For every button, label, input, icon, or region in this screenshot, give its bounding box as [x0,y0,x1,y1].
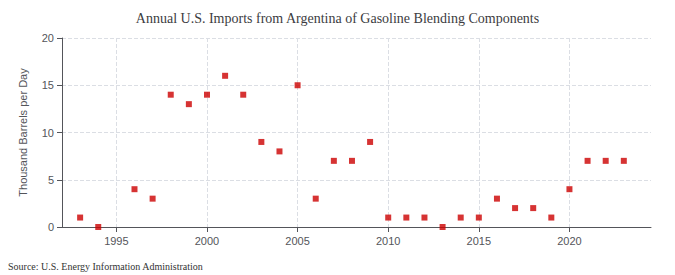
svg-text:Source: U.S. Energy Informatio: Source: U.S. Energy Information Administ… [8,261,203,272]
svg-text:2010: 2010 [376,235,400,247]
svg-text:2020: 2020 [557,235,581,247]
svg-text:Annual U.S. Imports from Argen: Annual U.S. Imports from Argentina of Ga… [136,11,539,26]
svg-text:2015: 2015 [467,235,491,247]
svg-text:10: 10 [42,127,54,139]
svg-text:0: 0 [48,221,54,233]
svg-text:20: 20 [42,32,54,44]
svg-text:Thousand Barrels per Day: Thousand Barrels per Day [17,68,29,197]
svg-text:1995: 1995 [104,235,128,247]
svg-text:5: 5 [48,174,54,186]
svg-text:2000: 2000 [195,235,219,247]
svg-text:15: 15 [42,79,54,91]
svg-text:2005: 2005 [285,235,309,247]
